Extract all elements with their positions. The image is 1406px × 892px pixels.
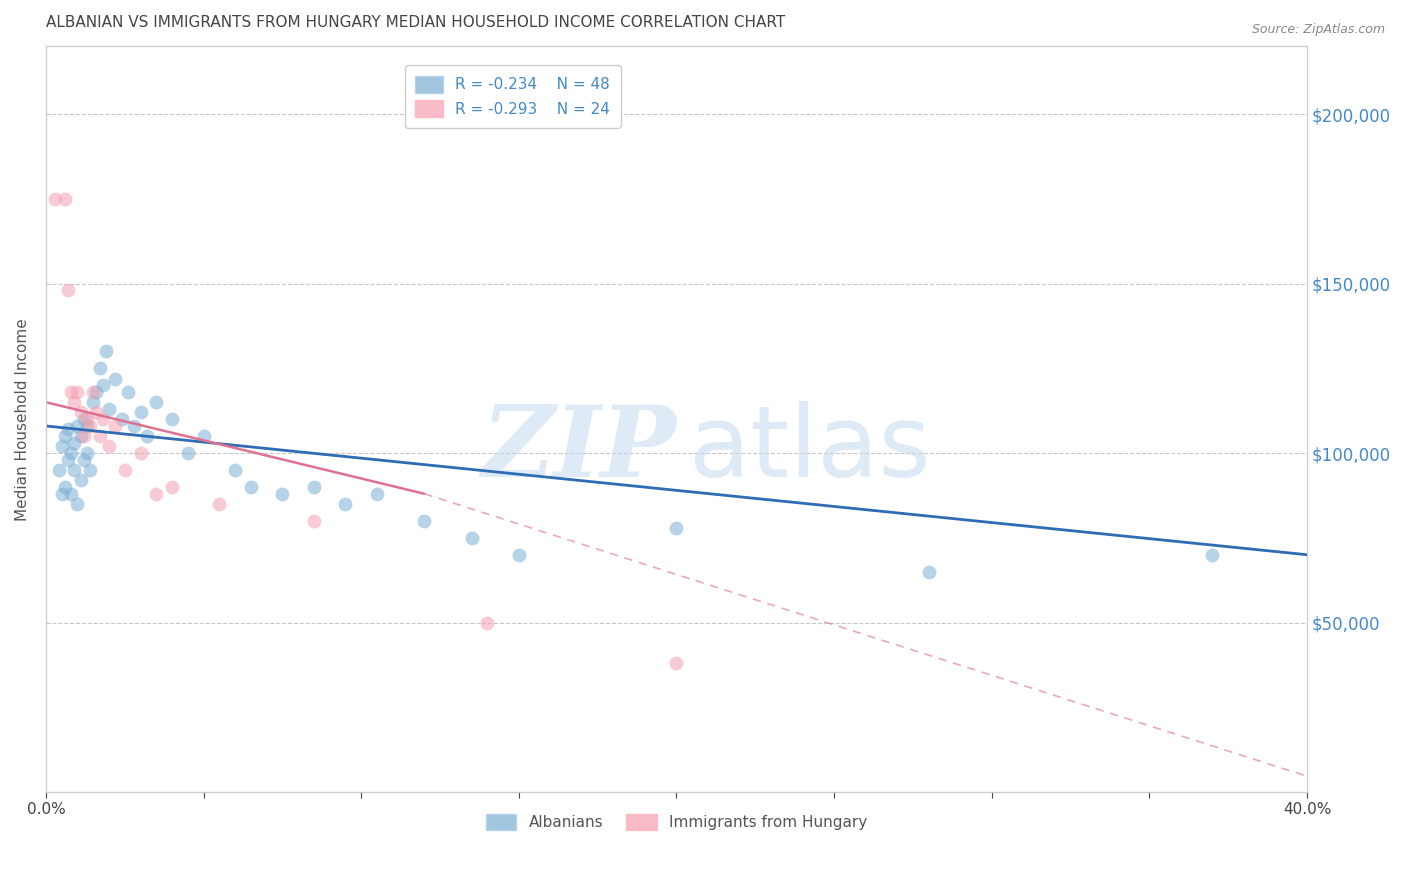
Point bbox=[69, 405, 91, 419]
Point bbox=[160, 412, 183, 426]
Point bbox=[135, 429, 157, 443]
Point bbox=[665, 521, 688, 535]
Point bbox=[69, 429, 91, 443]
Point bbox=[86, 405, 108, 419]
Point bbox=[508, 548, 530, 562]
Point bbox=[89, 361, 111, 376]
Point bbox=[193, 429, 215, 443]
Legend: Albanians, Immigrants from Hungary: Albanians, Immigrants from Hungary bbox=[479, 808, 873, 837]
Point bbox=[413, 514, 436, 528]
Point bbox=[104, 371, 127, 385]
Text: atlas: atlas bbox=[689, 401, 931, 498]
Point bbox=[56, 453, 79, 467]
Point bbox=[208, 497, 231, 511]
Point bbox=[66, 419, 89, 434]
Point bbox=[73, 412, 96, 426]
Point bbox=[271, 487, 294, 501]
Text: ZIP: ZIP bbox=[481, 401, 676, 497]
Point bbox=[66, 385, 89, 400]
Point bbox=[76, 446, 98, 460]
Point bbox=[160, 480, 183, 494]
Y-axis label: Median Household Income: Median Household Income bbox=[15, 318, 30, 521]
Point bbox=[665, 656, 688, 670]
Point bbox=[60, 487, 83, 501]
Point bbox=[122, 419, 145, 434]
Point bbox=[82, 385, 104, 400]
Point bbox=[60, 446, 83, 460]
Point bbox=[44, 192, 66, 206]
Point bbox=[89, 429, 111, 443]
Point bbox=[224, 463, 246, 477]
Point bbox=[477, 615, 499, 630]
Point bbox=[48, 463, 70, 477]
Point bbox=[94, 344, 117, 359]
Point bbox=[69, 473, 91, 487]
Point bbox=[73, 429, 96, 443]
Point bbox=[302, 480, 325, 494]
Point bbox=[82, 395, 104, 409]
Point bbox=[145, 395, 167, 409]
Point bbox=[60, 385, 83, 400]
Point bbox=[51, 487, 73, 501]
Point bbox=[66, 497, 89, 511]
Point bbox=[98, 402, 121, 417]
Point bbox=[335, 497, 357, 511]
Point bbox=[63, 463, 86, 477]
Point bbox=[63, 436, 86, 450]
Point bbox=[73, 453, 96, 467]
Point bbox=[53, 192, 76, 206]
Point bbox=[145, 487, 167, 501]
Point bbox=[56, 284, 79, 298]
Point bbox=[302, 514, 325, 528]
Point bbox=[114, 463, 136, 477]
Point bbox=[53, 429, 76, 443]
Point bbox=[76, 419, 98, 434]
Point bbox=[51, 439, 73, 453]
Point bbox=[460, 531, 482, 545]
Point bbox=[129, 446, 152, 460]
Point bbox=[76, 412, 98, 426]
Point bbox=[98, 439, 121, 453]
Point bbox=[104, 419, 127, 434]
Point bbox=[79, 463, 101, 477]
Point bbox=[177, 446, 200, 460]
Point bbox=[53, 480, 76, 494]
Point bbox=[117, 385, 139, 400]
Point bbox=[129, 405, 152, 419]
Point bbox=[239, 480, 262, 494]
Point bbox=[79, 419, 101, 434]
Point bbox=[86, 385, 108, 400]
Point bbox=[91, 378, 114, 392]
Point bbox=[56, 422, 79, 436]
Point bbox=[91, 412, 114, 426]
Point bbox=[63, 395, 86, 409]
Point bbox=[918, 565, 941, 579]
Point bbox=[366, 487, 388, 501]
Point bbox=[1201, 548, 1223, 562]
Text: ALBANIAN VS IMMIGRANTS FROM HUNGARY MEDIAN HOUSEHOLD INCOME CORRELATION CHART: ALBANIAN VS IMMIGRANTS FROM HUNGARY MEDI… bbox=[46, 15, 785, 30]
Point bbox=[111, 412, 134, 426]
Text: Source: ZipAtlas.com: Source: ZipAtlas.com bbox=[1251, 23, 1385, 37]
